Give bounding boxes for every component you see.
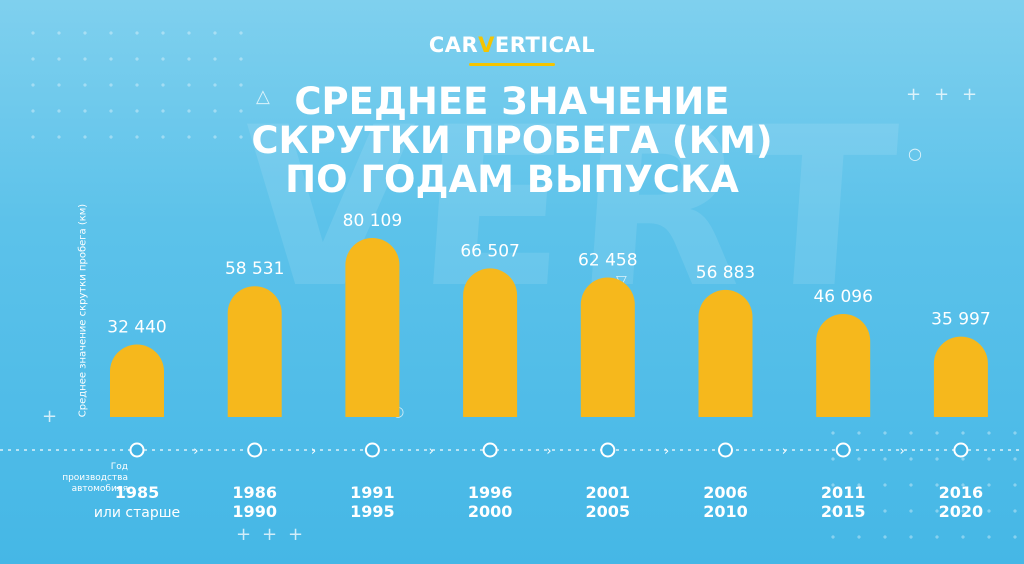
data-label: 35 997 [931, 310, 990, 330]
plus-icon: + [906, 84, 922, 105]
timeline-chevron-icon: › [899, 444, 904, 459]
circle-outline-icon: ○ [908, 144, 922, 163]
data-label: 80 109 [343, 211, 402, 231]
tick-label: 1996 [468, 483, 513, 502]
data-label: 46 096 [813, 287, 872, 307]
title-line: СРЕДНЕЕ ЗНАЧЕНИЕ [294, 80, 730, 123]
plus-icon: + [42, 406, 58, 427]
timeline-chevron-icon: › [311, 444, 316, 459]
tick-label: 2016 [939, 483, 984, 502]
tick-label: или старше [94, 505, 180, 521]
title-line: ПО ГОДАМ ВЫПУСКА [285, 158, 739, 201]
data-label: 62 458 [578, 250, 637, 270]
data-label: 66 507 [460, 241, 519, 261]
bar [933, 336, 988, 417]
timeline-node [835, 442, 851, 458]
x-axis-label: Год производства автомобиля [62, 462, 128, 494]
data-label: 32 440 [107, 318, 166, 338]
plus-icon: + [262, 524, 278, 545]
plus-icon: + [962, 84, 978, 105]
plus-icon: + [236, 524, 252, 545]
triangle-outline-icon: △ [256, 86, 270, 107]
timeline-node [482, 442, 498, 458]
tick-label: 2001 [586, 483, 631, 502]
bar [110, 344, 164, 417]
data-label: 58 531 [225, 259, 284, 279]
brand-logo: CARVERTICAL [0, 33, 1024, 57]
timeline-node [600, 442, 616, 458]
timeline-node [247, 442, 263, 458]
triangle-down-icon: ▽ [616, 273, 627, 289]
tick-label: 2015 [821, 502, 866, 521]
timeline-chevron-icon: › [193, 444, 198, 459]
tick-label: 1986 [232, 483, 277, 502]
logo-underline [469, 63, 555, 66]
background-dot-grid [820, 420, 1020, 560]
timeline-node [953, 442, 969, 458]
bar [227, 286, 282, 417]
bar [580, 277, 635, 417]
tick-label: 1995 [350, 502, 395, 521]
timeline-chevron-icon: › [429, 444, 434, 459]
chart-title: СРЕДНЕЕ ЗНАЧЕНИЕ СКРУТКИ ПРОБЕГА (КМ) ПО… [0, 82, 1024, 199]
tick-label: 2011 [821, 483, 866, 502]
tick-label: 2010 [703, 502, 748, 521]
bar [345, 238, 400, 417]
logo-text-suffix: ERTICAL [494, 33, 596, 57]
logo-v-mark: V [478, 33, 495, 57]
background-dot-grid [20, 20, 250, 140]
timeline-chevron-icon: › [546, 444, 551, 459]
tick-label: 1991 [350, 483, 395, 502]
plus-icon: + [288, 524, 304, 545]
timeline-node [718, 442, 733, 458]
tick-label: 1990 [232, 502, 277, 521]
timeline-node [129, 442, 145, 458]
bar [698, 289, 753, 417]
bar [816, 314, 871, 417]
bar [463, 268, 518, 417]
title-line: СКРУТКИ ПРОБЕГА (КМ) [251, 119, 773, 162]
tick-label: 2000 [468, 502, 513, 521]
data-label: 56 883 [696, 263, 755, 283]
tick-label: 2006 [703, 483, 748, 502]
plus-icon: + [934, 84, 950, 105]
logo-text-prefix: CAR [428, 33, 479, 57]
timeline-node [364, 442, 380, 458]
timeline-chevron-icon: › [664, 444, 669, 459]
tick-label: 1985 [115, 483, 160, 502]
timeline-chevron-icon: › [782, 444, 787, 459]
tick-label: 2020 [939, 502, 984, 521]
tick-label: 2005 [586, 502, 631, 521]
